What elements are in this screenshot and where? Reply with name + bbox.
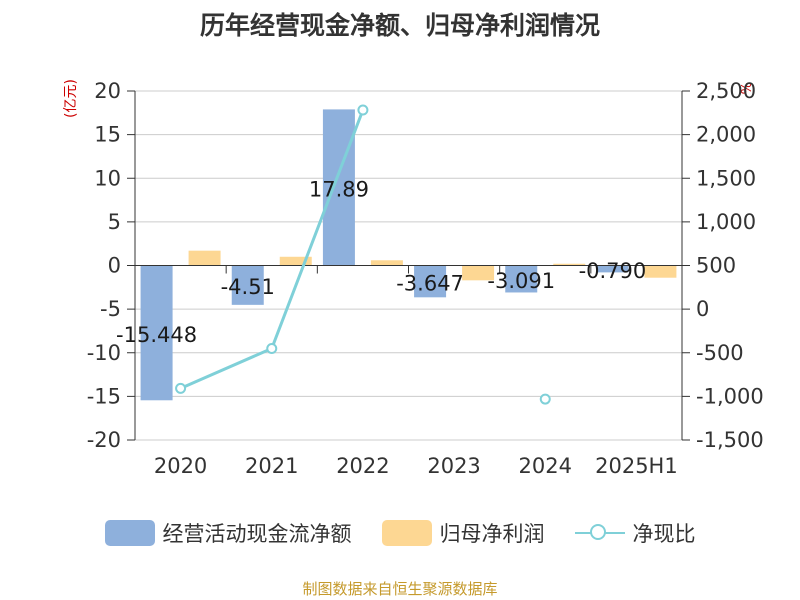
- category-label: 2023: [427, 454, 480, 478]
- data-source-note: 制图数据来自恒生聚源数据库: [302, 580, 498, 598]
- right-axis-tick-label: -1,500: [696, 428, 764, 452]
- right-axis-tick-label: -500: [696, 341, 744, 365]
- legend-label-cash-flow: 经营活动现金流净额: [162, 522, 352, 546]
- data-label-cash-flow: -0.790: [579, 259, 647, 283]
- data-label-cash-flow: -4.51: [221, 275, 275, 299]
- bar-net-profit: [188, 250, 221, 266]
- legend-item-cash-flow[interactable]: 经营活动现金流净额: [104, 518, 352, 548]
- legend-item-net-profit[interactable]: 归母净利润: [381, 518, 545, 548]
- chart-title: 历年经营现金净额、归母净利润情况: [199, 11, 600, 40]
- point-cash-ratio: [175, 382, 187, 394]
- data-label-cash-flow: -3.091: [487, 269, 555, 293]
- category-label: 2025H1: [595, 454, 678, 478]
- left-axis-tick-label: 15: [94, 123, 121, 147]
- bar-cash-flow: [596, 265, 629, 273]
- left-axis-tick-label: 10: [94, 166, 121, 190]
- left-axis-tick-label: -15: [87, 384, 121, 408]
- bar-cash-flow: [322, 109, 355, 266]
- legend-label-net-profit: 归母净利润: [439, 522, 545, 546]
- bar-cash-flow: [140, 265, 173, 401]
- right-axis-tick-label: 1,000: [696, 210, 756, 234]
- right-axis-tick-label: 500: [696, 254, 736, 278]
- legend-line-marker: [589, 524, 606, 540]
- bar-net-profit: [279, 256, 312, 266]
- right-axis-tick-label: 0: [696, 297, 709, 321]
- chart-legend: 经营活动现金流净额 归母净利润 净现比: [0, 518, 800, 548]
- legend-item-cash-ratio[interactable]: 净现比: [574, 518, 696, 548]
- category-label: 2022: [336, 454, 389, 478]
- legend-label-cash-ratio: 净现比: [632, 522, 696, 546]
- bar-cash-flow: [505, 265, 538, 293]
- left-axis-tick-label: -5: [100, 297, 121, 321]
- left-axis-tick-label: 5: [108, 210, 121, 234]
- left-axis-tick-label: -10: [87, 341, 121, 365]
- legend-swatch-net-profit: [381, 520, 432, 546]
- data-label-cash-flow: -15.448: [116, 323, 197, 347]
- bar-cash-flow: [414, 265, 447, 298]
- legend-line-cash-ratio: [574, 520, 625, 546]
- left-axis-tick-label: -20: [87, 428, 121, 452]
- right-axis-tick-label: 2,000: [696, 123, 756, 147]
- right-axis-tick-label: 2,500: [696, 79, 756, 103]
- data-label-cash-flow: -3.647: [396, 271, 464, 295]
- right-axis-tick-label: -1,000: [696, 384, 764, 408]
- right-axis-tick-label: 1,500: [696, 166, 756, 190]
- data-label-cash-flow: 17.89: [309, 177, 369, 201]
- bar-net-profit: [644, 265, 677, 278]
- point-cash-ratio: [357, 104, 369, 116]
- bar-net-profit: [553, 263, 586, 266]
- category-label: 2024: [519, 454, 572, 478]
- left-axis-tick-label: 20: [94, 79, 121, 103]
- left-axis-tick-label: 0: [108, 254, 121, 278]
- bar-net-profit: [370, 260, 403, 266]
- point-cash-ratio: [539, 393, 551, 405]
- category-label: 2020: [154, 454, 207, 478]
- point-cash-ratio: [266, 342, 278, 354]
- bar-net-profit: [462, 265, 495, 281]
- legend-swatch-cash-flow: [104, 520, 155, 546]
- category-label: 2021: [245, 454, 298, 478]
- bar-cash-flow: [231, 265, 264, 305]
